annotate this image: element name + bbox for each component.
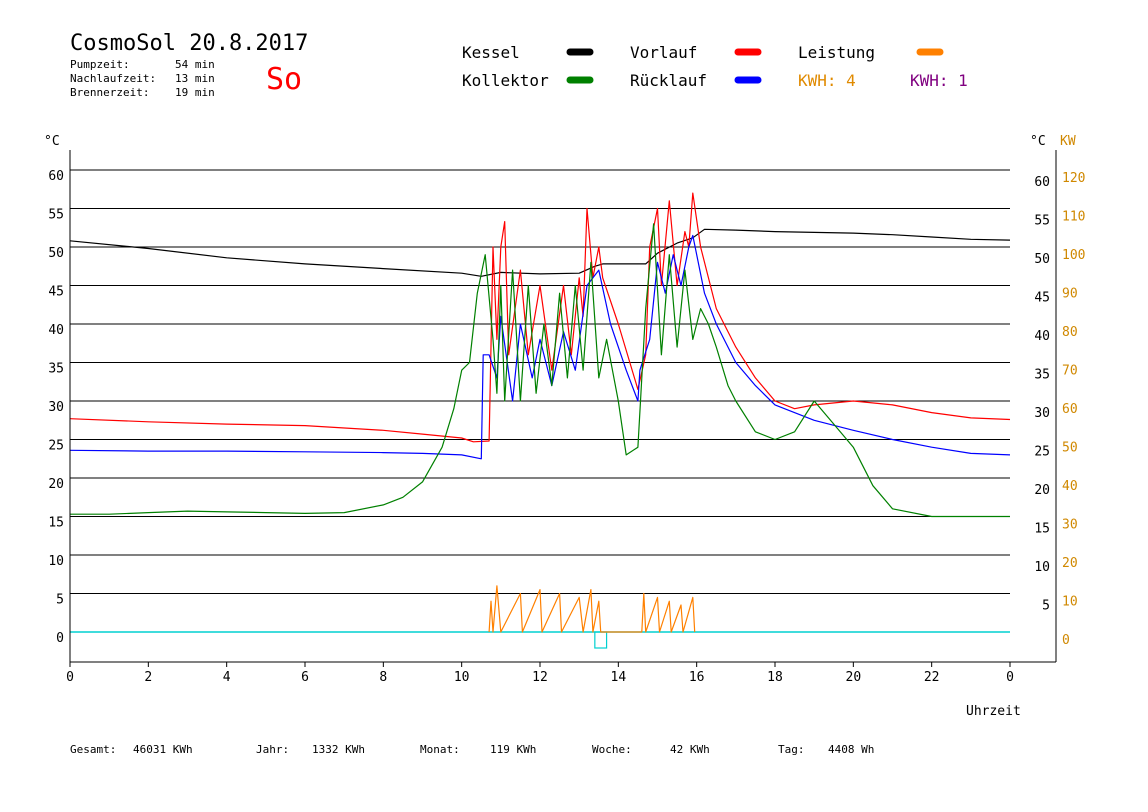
right-tick-10: 10 — [1034, 560, 1050, 575]
x-tick-10: 20 — [846, 670, 862, 685]
x-tick-5: 10 — [454, 670, 470, 685]
legend-label-2: Vorlauf — [630, 43, 697, 62]
series-line-kessel — [69, 228, 1011, 277]
left-tick-20: 20 — [48, 477, 64, 492]
right-tick-50: 50 — [1034, 252, 1050, 267]
x-tick-12: 0 — [1006, 670, 1014, 685]
left-tick-15: 15 — [48, 516, 64, 531]
right-unit: °C — [1030, 134, 1046, 149]
series-line-leistung — [488, 585, 696, 633]
brenner-value: 19 min — [175, 86, 215, 99]
left-tick-0: 0 — [56, 631, 64, 646]
footer-tag-value: 4408 Wh — [828, 743, 874, 756]
kw-tick-50: 50 — [1062, 441, 1078, 456]
right-tick-55: 55 — [1034, 214, 1050, 229]
x-axis-label: Uhrzeit — [966, 704, 1021, 719]
power-marker — [594, 631, 608, 649]
x-tick-8: 16 — [689, 670, 705, 685]
left-tick-40: 40 — [48, 323, 64, 338]
x-tick-0: 0 — [66, 670, 74, 685]
kw-tick-20: 20 — [1062, 556, 1078, 571]
footer-gesamt-label: Gesamt: — [70, 743, 116, 756]
left-tick-35: 35 — [48, 362, 64, 377]
legend-label-3: Rücklauf — [630, 71, 707, 90]
series-line-rücklauf — [69, 234, 1011, 460]
x-tick-3: 6 — [301, 670, 309, 685]
right-tick-35: 35 — [1034, 368, 1050, 383]
x-tick-1: 2 — [144, 670, 152, 685]
pump-label: Pumpzeit: — [70, 58, 130, 71]
x-tick-9: 18 — [767, 670, 783, 685]
chart-title: CosmoSol 20.8.2017 — [70, 31, 308, 56]
right-tick-15: 15 — [1034, 522, 1050, 537]
right-tick-20: 20 — [1034, 483, 1050, 498]
kw-tick-60: 60 — [1062, 402, 1078, 417]
series-line-vorlauf — [69, 192, 1011, 443]
legend-label-1: Kollektor — [462, 71, 549, 90]
nachlauf-label: Nachlaufzeit: — [70, 72, 156, 85]
kwh2-label: KWH: 1 — [910, 71, 968, 90]
kw-unit: KW — [1060, 134, 1076, 149]
kwh1-label: KWH: 4 — [798, 71, 856, 90]
x-tick-2: 4 — [223, 670, 231, 685]
left-tick-10: 10 — [48, 554, 64, 569]
x-tick-6: 12 — [532, 670, 548, 685]
legend-label-0: Kessel — [462, 43, 520, 62]
left-tick-30: 30 — [48, 400, 64, 415]
footer-jahr-value: 1332 KWh — [312, 743, 365, 756]
right-tick-30: 30 — [1034, 406, 1050, 421]
right-tick-5: 5 — [1042, 599, 1050, 614]
kw-tick-10: 10 — [1062, 595, 1078, 610]
x-tick-4: 8 — [379, 670, 387, 685]
right-tick-25: 25 — [1034, 445, 1050, 460]
footer-tag-label: Tag: — [778, 743, 805, 756]
pump-value: 54 min — [175, 58, 215, 71]
left-tick-50: 50 — [48, 246, 64, 261]
legend-label-4: Leistung — [798, 43, 875, 62]
left-tick-45: 45 — [48, 285, 64, 300]
left-tick-60: 60 — [48, 169, 64, 184]
footer-jahr-label: Jahr: — [256, 743, 289, 756]
left-tick-25: 25 — [48, 439, 64, 454]
kw-tick-70: 70 — [1062, 364, 1078, 379]
kw-tick-100: 100 — [1062, 248, 1085, 263]
footer-woche-value: 42 KWh — [670, 743, 710, 756]
footer-monat-label: Monat: — [420, 743, 460, 756]
left-tick-5: 5 — [56, 593, 64, 608]
right-tick-40: 40 — [1034, 329, 1050, 344]
left-unit: °C — [44, 134, 60, 149]
day-label: So — [266, 62, 302, 97]
brenner-label: Brennerzeit: — [70, 86, 149, 99]
right-tick-45: 45 — [1034, 291, 1050, 306]
series-line-kollektor — [70, 223, 1010, 518]
nachlauf-value: 13 min — [175, 72, 215, 85]
footer-woche-label: Woche: — [592, 743, 632, 756]
right-tick-60: 60 — [1034, 175, 1050, 190]
kw-tick-110: 110 — [1062, 210, 1085, 225]
footer-gesamt-value: 46031 KWh — [133, 743, 193, 756]
x-tick-11: 22 — [924, 670, 940, 685]
kw-tick-80: 80 — [1062, 325, 1078, 340]
footer-monat-value: 119 KWh — [490, 743, 536, 756]
kw-tick-120: 120 — [1062, 171, 1085, 186]
x-tick-7: 14 — [611, 670, 627, 685]
kw-tick-30: 30 — [1062, 518, 1078, 533]
kw-tick-40: 40 — [1062, 479, 1078, 494]
kw-tick-90: 90 — [1062, 287, 1078, 302]
left-tick-55: 55 — [48, 208, 64, 223]
kw-tick-0: 0 — [1062, 633, 1070, 648]
